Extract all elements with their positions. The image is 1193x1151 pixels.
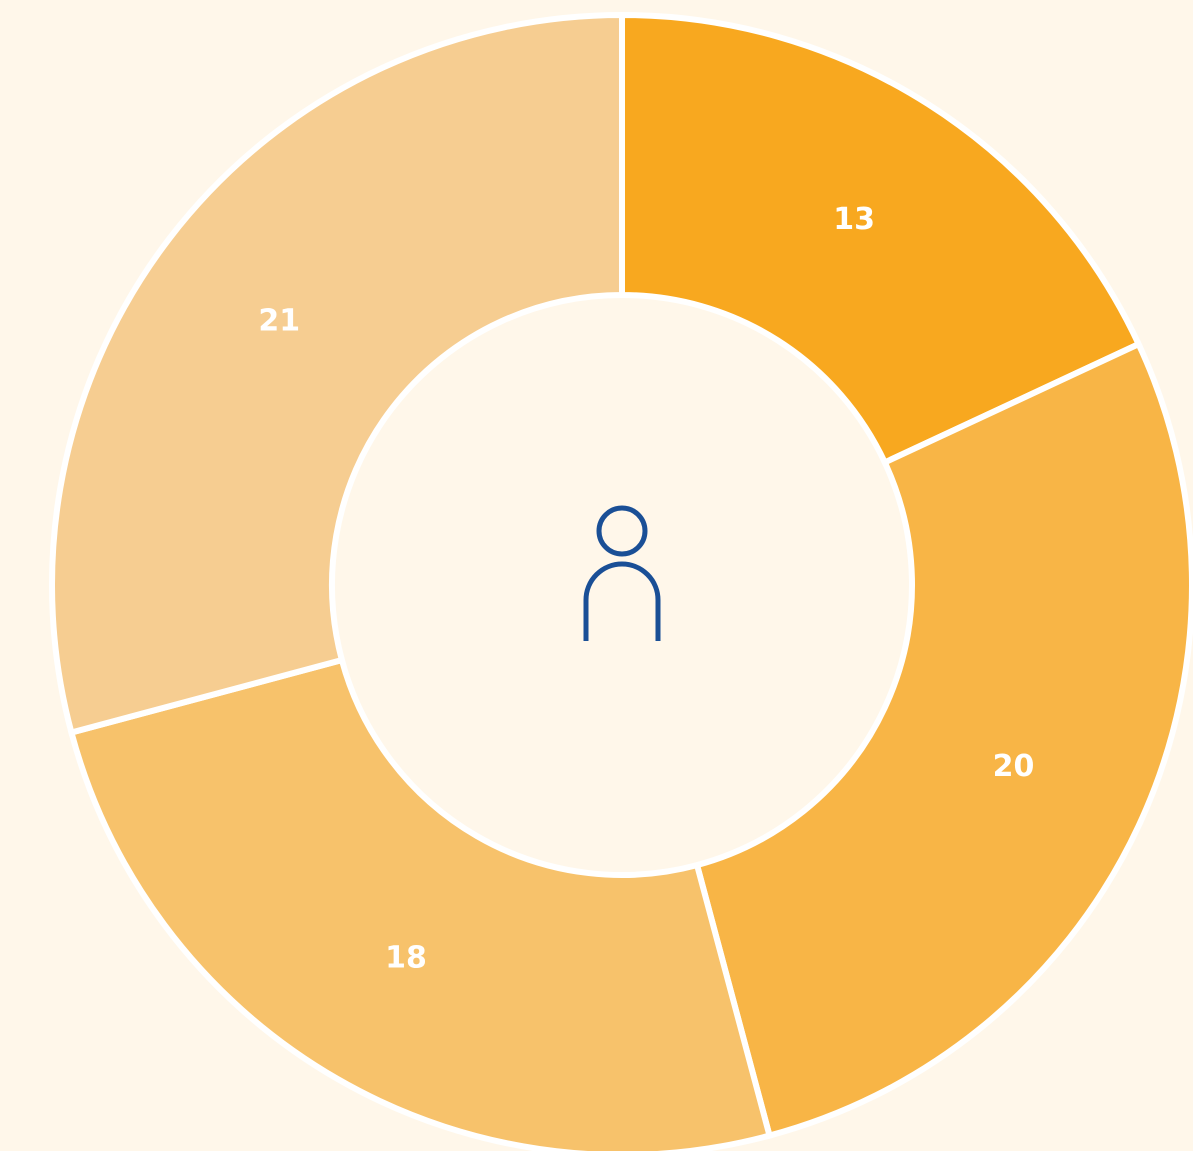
icon-body: [583, 561, 661, 641]
slice: [693, 340, 1193, 1140]
slice: [619, 11, 1143, 467]
data-label: 13: [833, 202, 875, 237]
person-icon: [583, 505, 661, 641]
data-label: 21: [258, 304, 300, 339]
slice: [67, 656, 774, 1151]
labels: 13 20 18 21: [258, 202, 1034, 975]
slice: [49, 11, 625, 737]
slices: [49, 11, 1193, 1151]
icon-head: [596, 505, 648, 557]
data-label: 18: [385, 941, 427, 976]
data-label: 20: [993, 749, 1035, 784]
